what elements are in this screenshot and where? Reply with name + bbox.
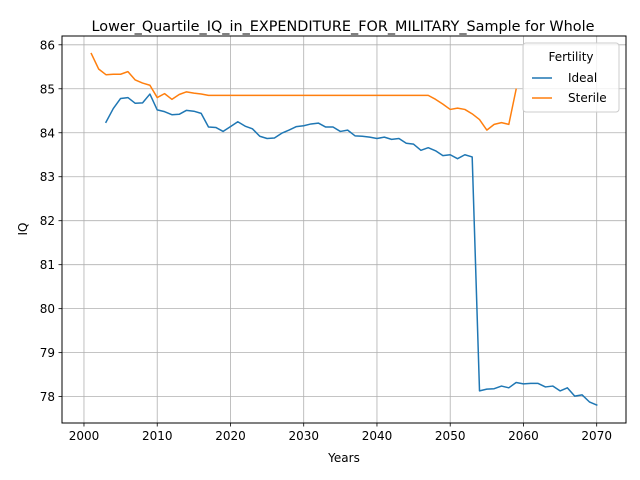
y-tick-label: 82 (40, 214, 55, 228)
legend-title: Fertility (548, 50, 593, 64)
x-tick-label: 2020 (215, 429, 246, 443)
legend-label-sterile: Sterile (568, 91, 607, 105)
y-tick-label: 85 (40, 82, 55, 96)
x-tick-label: 2070 (581, 429, 612, 443)
series-line-ideal (104, 93, 598, 406)
series-lines (90, 52, 598, 406)
axis-ticks: 2000 2010 2020 2030 2040 2050 2060 2070 78 79 80 81… (40, 38, 612, 443)
x-tick-label: 2000 (69, 429, 100, 443)
legend-box (522, 42, 620, 113)
x-tick-label: 2050 (435, 429, 466, 443)
plot-frame (61, 35, 627, 424)
y-tick-label: 86 (40, 38, 55, 52)
legend-label-ideal: Ideal (568, 71, 597, 85)
x-tick-label: 2040 (362, 429, 393, 443)
y-axis-title: IQ (16, 223, 30, 236)
x-tick-label: 2030 (288, 429, 319, 443)
y-tick-label: 81 (40, 258, 55, 272)
y-tick-label: 84 (40, 126, 55, 140)
y-tick-label: 83 (40, 170, 55, 184)
y-tick-label: 78 (40, 390, 55, 404)
y-tick-label: 79 (40, 346, 55, 360)
legend: Fertility Ideal Sterile (522, 42, 620, 113)
y-tick-label: 80 (40, 302, 55, 316)
x-axis-title: Years (327, 451, 360, 465)
x-tick-label: 2060 (508, 429, 539, 443)
chart-title: Lower_Quartile_IQ_in_EXPENDITURE_FOR_MIL… (92, 19, 595, 35)
x-tick-label: 2010 (142, 429, 173, 443)
series-line-sterile (90, 52, 518, 131)
